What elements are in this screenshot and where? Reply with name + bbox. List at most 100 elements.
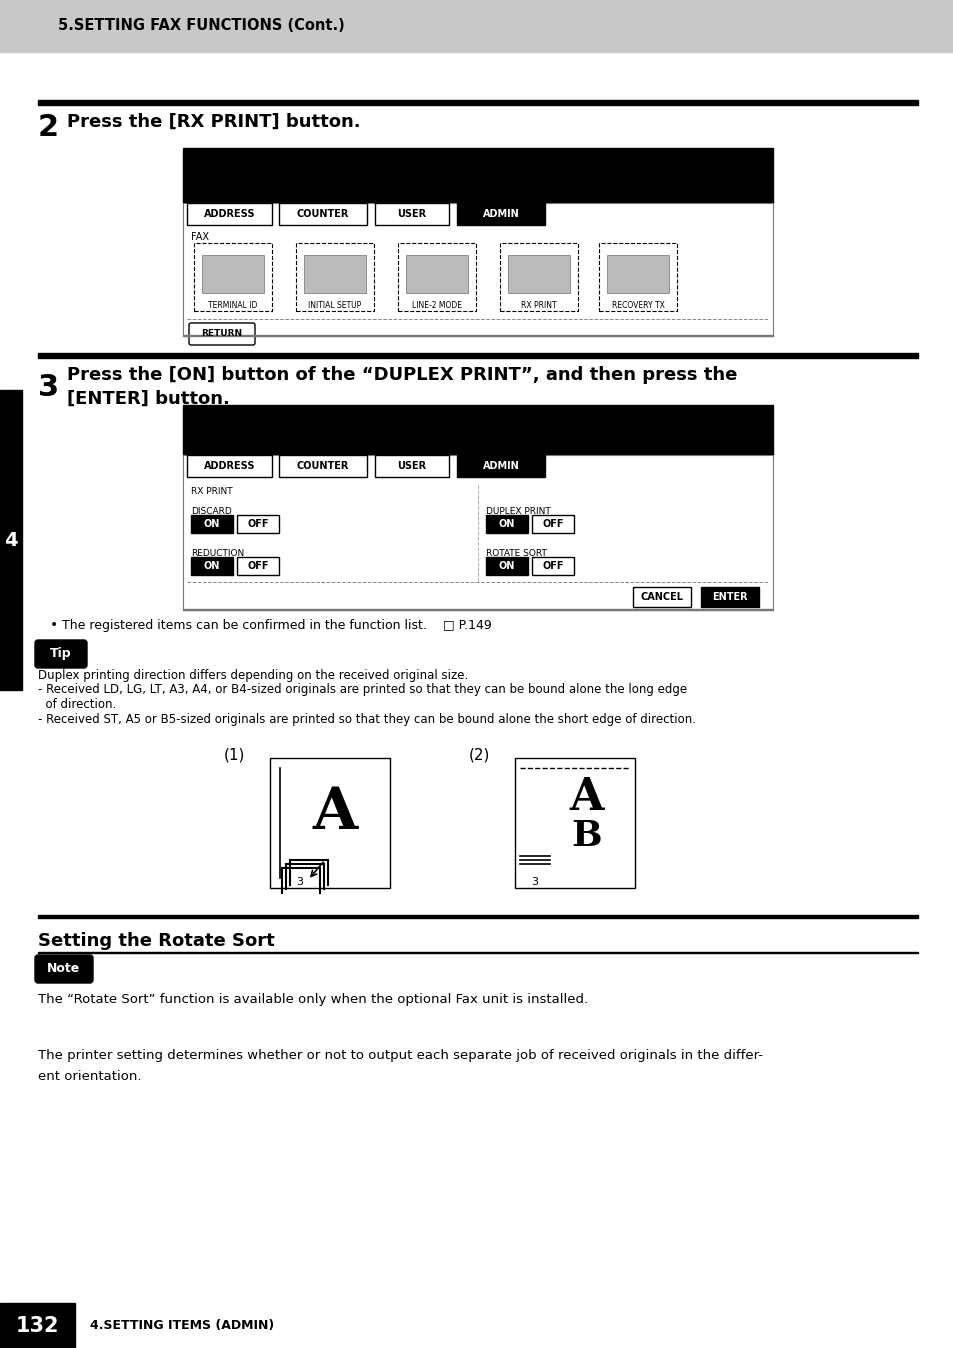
Bar [270,758,390,888]
Text: Tip: Tip [51,647,71,661]
Bar [191,557,233,576]
Bar [397,243,476,311]
Text: (1): (1) [223,748,245,763]
Text: [ENTER] button.: [ENTER] button. [67,390,230,408]
FancyBboxPatch shape [35,640,87,669]
Text: Press the [RX PRINT] button.: Press the [RX PRINT] button. [67,113,360,131]
Text: - Received ST, A5 or B5-sized originals are printed so that they can be bound al: - Received ST, A5 or B5-sized originals … [38,713,696,727]
Bar [0,0,953,53]
Text: INITIAL SETUP: INITIAL SETUP [308,301,361,310]
Text: RECOVERY TX: RECOVERY TX [611,301,663,310]
Text: USER: USER [397,209,426,218]
Bar [187,456,272,477]
Text: of direction.: of direction. [38,698,116,712]
Bar [278,456,367,477]
Bar [456,204,544,225]
Text: Press the [ON] button of the “DUPLEX PRINT”, and then press the: Press the [ON] button of the “DUPLEX PRI… [67,367,737,384]
Bar [202,255,264,293]
Bar [183,404,772,456]
Text: (2): (2) [468,748,490,763]
Bar [38,952,917,953]
Bar [700,586,759,607]
Bar [532,515,574,532]
Text: TERMINAL ID: TERMINAL ID [208,301,257,310]
Bar [191,515,233,532]
Bar [507,255,569,293]
Bar [532,557,574,576]
Text: •: • [50,617,58,632]
Bar [38,100,917,105]
Text: ADMIN: ADMIN [482,209,518,218]
Bar [456,456,544,477]
Text: LINE-2 MODE: LINE-2 MODE [412,301,461,310]
Text: Note: Note [48,962,81,976]
Bar [183,204,772,336]
Text: ON: ON [204,561,220,572]
Text: ADDRESS: ADDRESS [204,209,255,218]
Text: Duplex printing direction differs depending on the received original size.: Duplex printing direction differs depend… [38,669,468,682]
Bar [406,255,468,293]
Bar [485,515,527,532]
Bar [236,557,278,576]
Text: 4.SETTING ITEMS (ADMIN): 4.SETTING ITEMS (ADMIN) [90,1318,274,1332]
Bar [485,557,527,576]
Text: ADMIN: ADMIN [482,461,518,470]
Text: COUNTER: COUNTER [296,461,349,470]
Bar [606,255,668,293]
Bar [0,390,22,690]
Bar [187,204,272,225]
Text: OFF: OFF [541,519,563,528]
Bar [0,1304,75,1348]
Text: 3: 3 [38,372,59,402]
Bar [236,515,278,532]
Text: DUPLEX PRINT: DUPLEX PRINT [485,507,550,515]
Text: The “Rotate Sort” function is available only when the optional Fax unit is insta: The “Rotate Sort” function is available … [38,993,587,1007]
Bar [375,456,449,477]
Text: COUNTER: COUNTER [296,209,349,218]
Text: CANCEL: CANCEL [639,592,682,603]
Text: RX PRINT: RX PRINT [520,301,557,310]
Bar [183,456,772,611]
Text: The printer setting determines whether or not to output each separate job of rec: The printer setting determines whether o… [38,1049,762,1061]
Bar [295,243,374,311]
Text: - Received LD, LG, LT, A3, A4, or B4-sized originals are printed so that they ca: - Received LD, LG, LT, A3, A4, or B4-siz… [38,683,686,697]
Text: ON: ON [204,519,220,528]
Text: REDUCTION: REDUCTION [191,549,244,558]
Text: FAX: FAX [191,232,209,243]
Bar [193,243,272,311]
Bar [183,148,772,204]
Bar [375,204,449,225]
Text: A: A [312,785,357,841]
Text: 3: 3 [531,878,537,887]
Text: OFF: OFF [247,519,269,528]
Text: 132: 132 [15,1316,59,1336]
FancyBboxPatch shape [35,954,92,983]
Text: ADDRESS: ADDRESS [204,461,255,470]
Text: ON: ON [498,561,515,572]
Text: ent orientation.: ent orientation. [38,1070,141,1084]
FancyBboxPatch shape [189,324,254,345]
Text: A: A [569,776,603,820]
Text: ENTER: ENTER [712,592,747,603]
Bar [278,204,367,225]
Text: ON: ON [498,519,515,528]
Bar [598,243,677,311]
Text: B: B [571,820,601,853]
Text: ROTATE SORT: ROTATE SORT [485,549,546,558]
Bar [499,243,578,311]
Text: The registered items can be confirmed in the function list.    □ P.149: The registered items can be confirmed in… [62,619,491,631]
Text: 4: 4 [4,531,18,550]
Bar [633,586,690,607]
Text: USER: USER [397,461,426,470]
Text: 5.SETTING FAX FUNCTIONS (Cont.): 5.SETTING FAX FUNCTIONS (Cont.) [58,19,344,34]
Text: 3: 3 [296,878,303,887]
Text: Setting the Rotate Sort: Setting the Rotate Sort [38,931,274,950]
Text: 2: 2 [38,113,59,143]
Text: DISCARD: DISCARD [191,507,232,515]
Bar [38,353,917,359]
Text: RX PRINT: RX PRINT [191,487,233,496]
Bar [38,915,917,918]
Text: OFF: OFF [541,561,563,572]
Bar [515,758,635,888]
Text: OFF: OFF [247,561,269,572]
